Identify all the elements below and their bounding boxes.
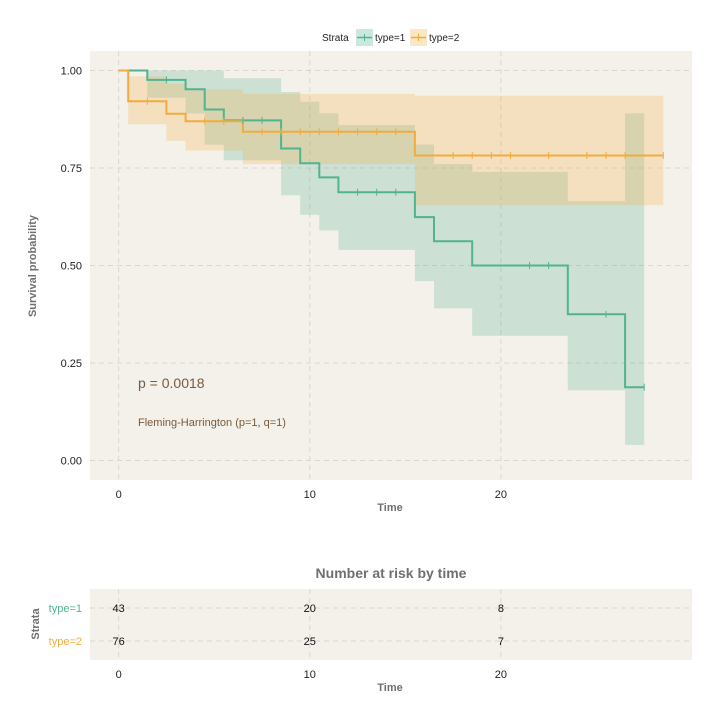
legend-title: Strata [322, 33, 349, 44]
confidence-bands [118, 70, 664, 445]
survival-grid [90, 51, 692, 480]
method-annotation: Fleming-Harrington (p=1, q=1) [138, 417, 286, 429]
risk-cell: 25 [304, 636, 316, 648]
survival-curves [118, 69, 664, 389]
y-tick-label: 0.00 [61, 456, 82, 468]
x-tick-label: 0 [116, 489, 122, 501]
legend-item-type2: type=2 [410, 29, 460, 46]
risk-row-label: type=1 [49, 603, 82, 615]
legend-label-type2: type=2 [429, 33, 460, 44]
risk-table-cells: 43 20 8 76 25 7 [113, 603, 504, 648]
y-tick-label: 0.25 [61, 358, 82, 370]
survival-x-axis-label: Time [377, 502, 402, 514]
risk-table-x-axis-label: Time [377, 682, 402, 694]
risk-cell: 76 [113, 636, 125, 648]
risk-cell: 7 [498, 636, 504, 648]
survival-curve-type1 [118, 69, 645, 389]
x-tick-label: 20 [495, 489, 507, 501]
risk-table-title: Number at risk by time [316, 565, 467, 581]
survival-y-axis-label: Survival probability [27, 214, 39, 317]
risk-x-tick-label: 10 [304, 669, 316, 681]
risk-cell: 20 [304, 603, 316, 615]
risk-table-panel [90, 589, 692, 660]
risk-x-tick-label: 20 [495, 669, 507, 681]
legend: Strata type=1 type=2 [322, 29, 460, 46]
x-tick-label: 10 [304, 489, 316, 501]
risk-x-tick-label: 0 [116, 669, 122, 681]
survival-axis-ticks: 0.00 0.25 0.50 0.75 1.00 0 10 20 [61, 66, 507, 502]
p-value-annotation: p = 0.0018 [138, 375, 205, 391]
y-tick-label: 1.00 [61, 66, 82, 78]
risk-table-y-axis-label: Strata [30, 608, 42, 640]
survival-curve-type2 [118, 69, 664, 157]
risk-cell: 8 [498, 603, 504, 615]
risk-table-grid [90, 589, 692, 660]
y-tick-label: 0.50 [61, 261, 82, 273]
ci-band-type1 [118, 70, 645, 445]
risk-row-label: type=2 [49, 636, 82, 648]
ci-band-type2 [118, 70, 664, 206]
legend-item-type1: type=1 [356, 29, 406, 46]
y-tick-label: 0.75 [61, 163, 82, 175]
legend-label-type1: type=1 [375, 33, 406, 44]
risk-table-axis-ticks: 0 10 20 [116, 669, 507, 681]
risk-table-strata-labels: type=1 type=2 [49, 603, 82, 648]
censor-marks [146, 76, 664, 391]
risk-cell: 43 [113, 603, 125, 615]
